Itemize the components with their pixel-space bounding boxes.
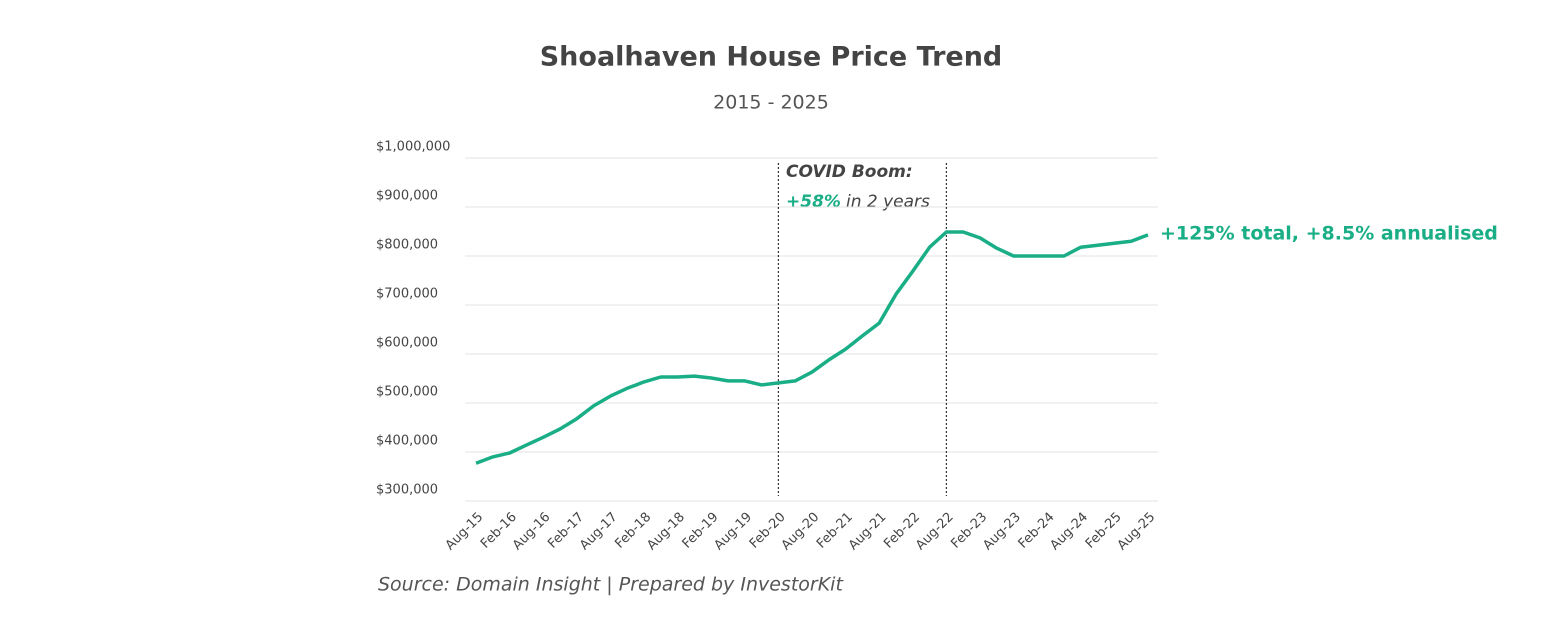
- x-tick-label: Aug-25: [1115, 510, 1159, 554]
- x-tick-label: Aug-17: [577, 510, 621, 554]
- x-tick-label: Aug-22: [913, 510, 957, 554]
- annotation-period: in 2 years: [846, 192, 930, 212]
- x-tick-label: Aug-18: [644, 510, 688, 554]
- end-label: +125% total, +8.5% annualised: [1160, 223, 1498, 245]
- x-tick-label: Aug-23: [980, 510, 1024, 554]
- y-tick-label: $400,000: [376, 434, 438, 449]
- y-tick-label: $700,000: [376, 287, 438, 302]
- y-tick-label: $500,000: [376, 385, 438, 400]
- y-tick-label: $800,000: [376, 238, 438, 253]
- y-tick-label: $1,000,000: [376, 140, 450, 155]
- x-tick-label: Aug-16: [510, 510, 554, 554]
- chart-subtitle: 2015 - 2025: [713, 92, 829, 114]
- y-tick-label: $900,000: [376, 189, 438, 204]
- x-tick-label: Aug-21: [846, 510, 890, 554]
- x-tick-label: Aug-20: [779, 510, 823, 554]
- y-tick-label: $300,000: [376, 483, 438, 498]
- price-line: [475, 230, 1149, 465]
- x-tick-label: Aug-24: [1048, 510, 1092, 554]
- annotation-change: +58%: [786, 192, 841, 212]
- x-tick-label: Aug-15: [443, 510, 487, 554]
- y-tick-label: $600,000: [376, 336, 438, 351]
- chart-title: Shoalhaven House Price Trend: [540, 42, 1003, 73]
- source: Source: Domain Insight | Prepared by Inv…: [378, 574, 844, 596]
- annotation-heading: COVID Boom:: [786, 162, 913, 182]
- x-tick-label: Aug-19: [712, 510, 756, 554]
